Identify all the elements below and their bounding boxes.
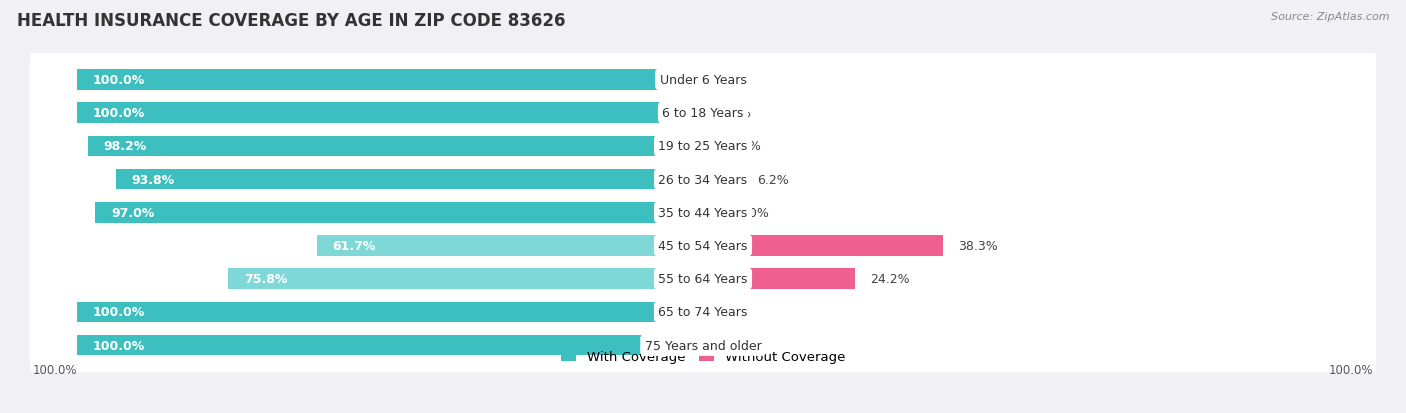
FancyBboxPatch shape <box>30 216 1376 275</box>
Bar <box>77 70 703 90</box>
Bar <box>316 235 703 256</box>
Text: 0.0%: 0.0% <box>718 107 751 120</box>
Text: 0.0%: 0.0% <box>718 339 751 352</box>
FancyBboxPatch shape <box>30 316 1376 375</box>
Bar <box>77 302 703 322</box>
Bar <box>703 235 943 256</box>
Text: 26 to 34 Years: 26 to 34 Years <box>658 173 748 186</box>
Text: 19 to 25 Years: 19 to 25 Years <box>658 140 748 153</box>
FancyBboxPatch shape <box>30 150 1376 209</box>
Text: 55 to 64 Years: 55 to 64 Years <box>658 273 748 285</box>
FancyBboxPatch shape <box>30 83 1376 143</box>
Text: 100.0%: 100.0% <box>93 306 145 318</box>
Text: Source: ZipAtlas.com: Source: ZipAtlas.com <box>1271 12 1389 22</box>
Bar <box>77 335 703 356</box>
Text: 24.2%: 24.2% <box>870 273 910 285</box>
Bar <box>703 202 721 223</box>
Bar <box>703 269 855 289</box>
Text: 0.0%: 0.0% <box>718 74 751 87</box>
Bar <box>703 169 742 190</box>
Text: 65 to 74 Years: 65 to 74 Years <box>658 306 748 318</box>
Bar <box>89 136 703 157</box>
Text: 6 to 18 Years: 6 to 18 Years <box>662 107 744 120</box>
Legend: With Coverage, Without Coverage: With Coverage, Without Coverage <box>555 345 851 368</box>
Text: 45 to 54 Years: 45 to 54 Years <box>658 240 748 252</box>
Bar <box>703 136 714 157</box>
Text: 3.0%: 3.0% <box>738 206 769 219</box>
Text: 38.3%: 38.3% <box>959 240 998 252</box>
Text: 100.0%: 100.0% <box>32 363 77 377</box>
Text: 100.0%: 100.0% <box>93 74 145 87</box>
Text: 0.0%: 0.0% <box>718 306 751 318</box>
Text: HEALTH INSURANCE COVERAGE BY AGE IN ZIP CODE 83626: HEALTH INSURANCE COVERAGE BY AGE IN ZIP … <box>17 12 565 30</box>
FancyBboxPatch shape <box>30 50 1376 110</box>
FancyBboxPatch shape <box>30 282 1376 342</box>
Text: 100.0%: 100.0% <box>93 339 145 352</box>
Text: 61.7%: 61.7% <box>332 240 375 252</box>
Text: 75.8%: 75.8% <box>243 273 287 285</box>
Text: Under 6 Years: Under 6 Years <box>659 74 747 87</box>
Text: 98.2%: 98.2% <box>104 140 146 153</box>
Text: 75 Years and older: 75 Years and older <box>644 339 762 352</box>
Text: 97.0%: 97.0% <box>111 206 155 219</box>
FancyBboxPatch shape <box>30 249 1376 309</box>
Text: 93.8%: 93.8% <box>131 173 174 186</box>
Bar <box>228 269 703 289</box>
Text: 35 to 44 Years: 35 to 44 Years <box>658 206 748 219</box>
Text: 6.2%: 6.2% <box>758 173 789 186</box>
Bar <box>77 103 703 123</box>
Text: 100.0%: 100.0% <box>93 107 145 120</box>
Bar <box>115 169 703 190</box>
Text: 100.0%: 100.0% <box>1329 363 1374 377</box>
FancyBboxPatch shape <box>30 183 1376 242</box>
Bar <box>96 202 703 223</box>
Text: 1.8%: 1.8% <box>730 140 762 153</box>
FancyBboxPatch shape <box>30 116 1376 176</box>
